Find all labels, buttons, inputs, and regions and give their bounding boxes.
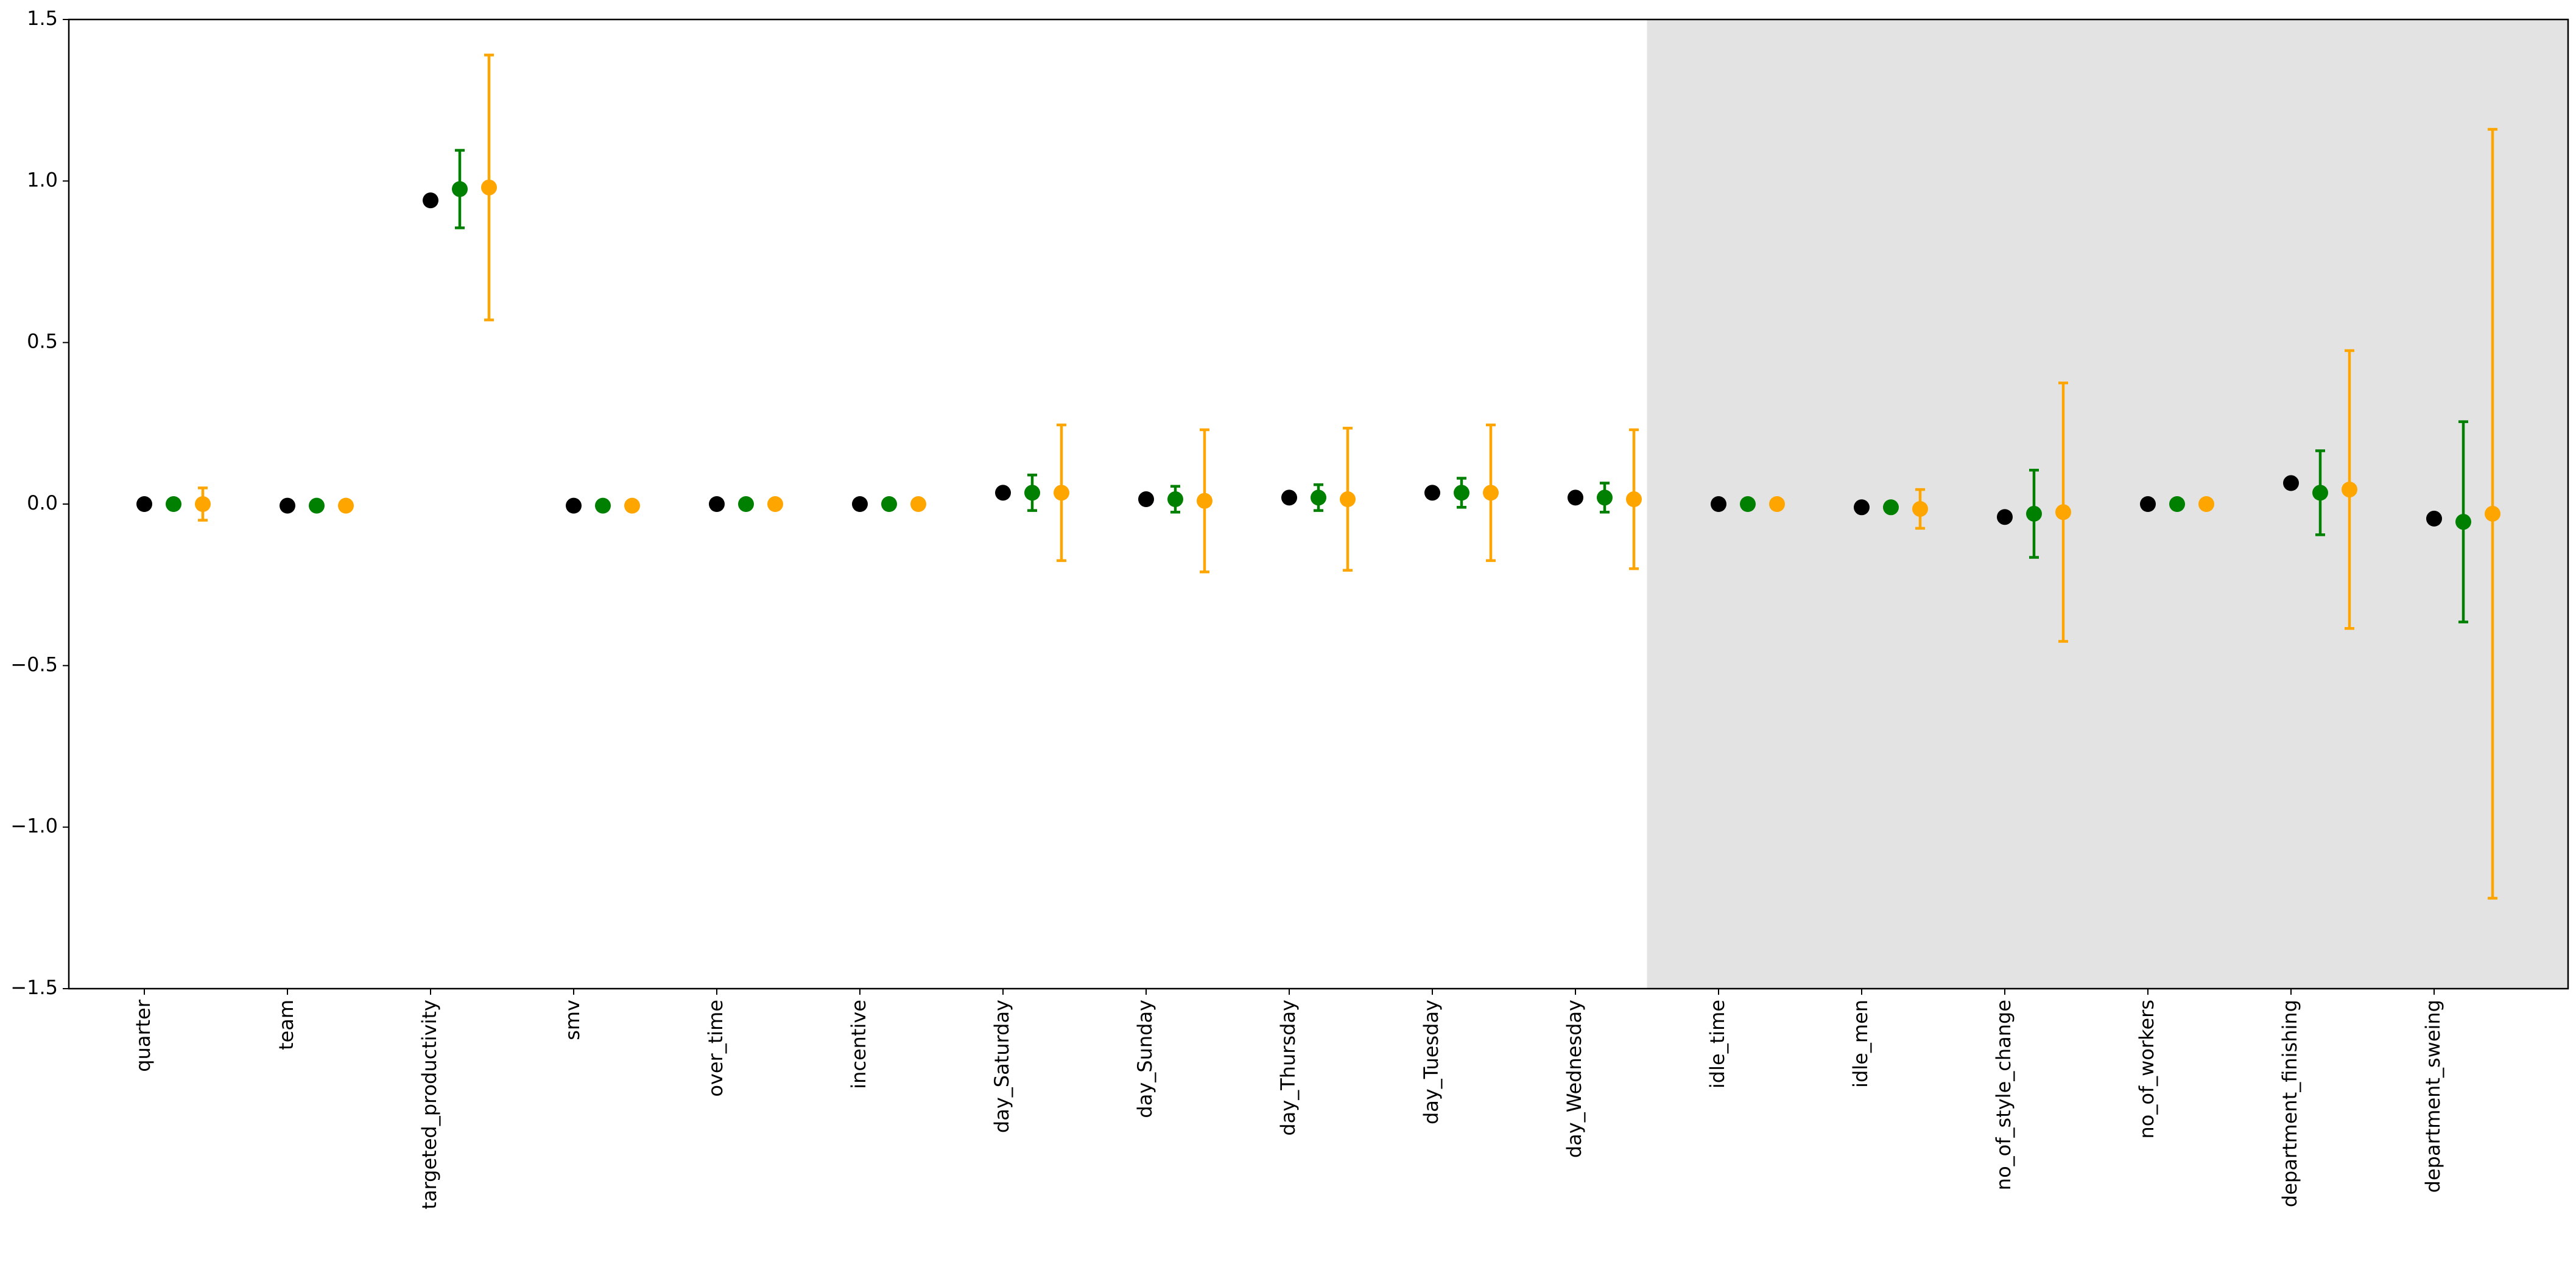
point xyxy=(338,497,354,514)
point xyxy=(1568,489,1583,506)
point xyxy=(1711,496,1726,512)
x-tick-label: day_Thursday xyxy=(1276,1000,1300,1136)
point xyxy=(1424,485,1440,501)
point xyxy=(2169,496,2185,512)
point xyxy=(1340,491,1356,508)
x-tick-label: over_time xyxy=(704,1000,727,1097)
y-tick-label: 0.0 xyxy=(27,491,58,514)
point xyxy=(2426,510,2442,527)
point xyxy=(280,497,295,514)
point xyxy=(1454,485,1469,501)
point xyxy=(1597,489,1613,506)
point xyxy=(2198,496,2214,512)
point xyxy=(195,496,211,512)
point xyxy=(2312,485,2328,501)
y-tick-label: 1.5 xyxy=(27,7,58,30)
x-tick-label: day_Wednesday xyxy=(1563,1000,1586,1158)
point xyxy=(1311,489,1326,506)
x-tick-label: incentive xyxy=(847,1000,870,1089)
point xyxy=(767,496,783,512)
x-tick-label: department_sweing xyxy=(2421,1000,2444,1193)
point xyxy=(852,496,868,512)
point xyxy=(2055,504,2071,521)
point xyxy=(1281,489,1297,506)
y-tick-label: −1.0 xyxy=(10,815,58,838)
x-tick-label: targeted_productivity xyxy=(418,1000,441,1210)
point xyxy=(2283,475,2299,491)
x-tick-label: idle_men xyxy=(1849,1000,1872,1088)
point xyxy=(1883,499,1899,516)
point xyxy=(1054,485,1069,501)
point xyxy=(2140,496,2156,512)
point xyxy=(452,181,468,197)
point xyxy=(1740,496,1756,512)
point xyxy=(481,179,497,195)
point xyxy=(2342,482,2357,498)
point xyxy=(2485,505,2500,522)
point xyxy=(1138,491,1154,508)
x-tick-label: idle_time xyxy=(1706,1000,1729,1088)
shaded-region xyxy=(1647,19,2568,989)
point xyxy=(2026,505,2042,522)
x-tick-label: department_finishing xyxy=(2278,1000,2301,1207)
point xyxy=(423,192,438,209)
y-tick-label: 1.0 xyxy=(27,168,58,191)
point xyxy=(1483,485,1499,501)
x-tick-label: no_of_workers xyxy=(2135,1000,2158,1139)
point xyxy=(1769,496,1785,512)
point xyxy=(1997,509,2013,525)
point xyxy=(709,496,725,512)
point xyxy=(566,497,582,514)
x-tick-label: smv xyxy=(561,1000,584,1040)
point xyxy=(624,497,640,514)
point xyxy=(2455,514,2471,530)
point xyxy=(309,497,325,514)
y-tick-label: 0.5 xyxy=(27,330,58,353)
point xyxy=(1854,499,1870,516)
x-tick-label: quarter xyxy=(132,999,155,1072)
point xyxy=(166,496,181,512)
point xyxy=(1626,491,1642,508)
point xyxy=(995,485,1011,501)
x-tick-label: day_Tuesday xyxy=(1420,1000,1443,1124)
point xyxy=(1912,500,1928,517)
x-tick-label: team xyxy=(275,1000,298,1050)
point xyxy=(738,496,754,512)
point xyxy=(136,496,152,512)
y-tick-label: −0.5 xyxy=(10,653,58,676)
point xyxy=(1167,491,1183,508)
plot-frame xyxy=(68,18,2569,990)
point xyxy=(910,496,926,512)
point xyxy=(595,497,611,514)
x-tick-label: no_of_style_change xyxy=(1992,1000,2015,1190)
x-tick-label: day_Saturday xyxy=(990,1000,1013,1133)
point xyxy=(1197,493,1212,509)
point xyxy=(881,496,897,512)
point xyxy=(1024,485,1040,501)
x-tick-label: day_Sunday xyxy=(1133,1000,1156,1118)
y-tick-label: −1.5 xyxy=(10,976,58,999)
